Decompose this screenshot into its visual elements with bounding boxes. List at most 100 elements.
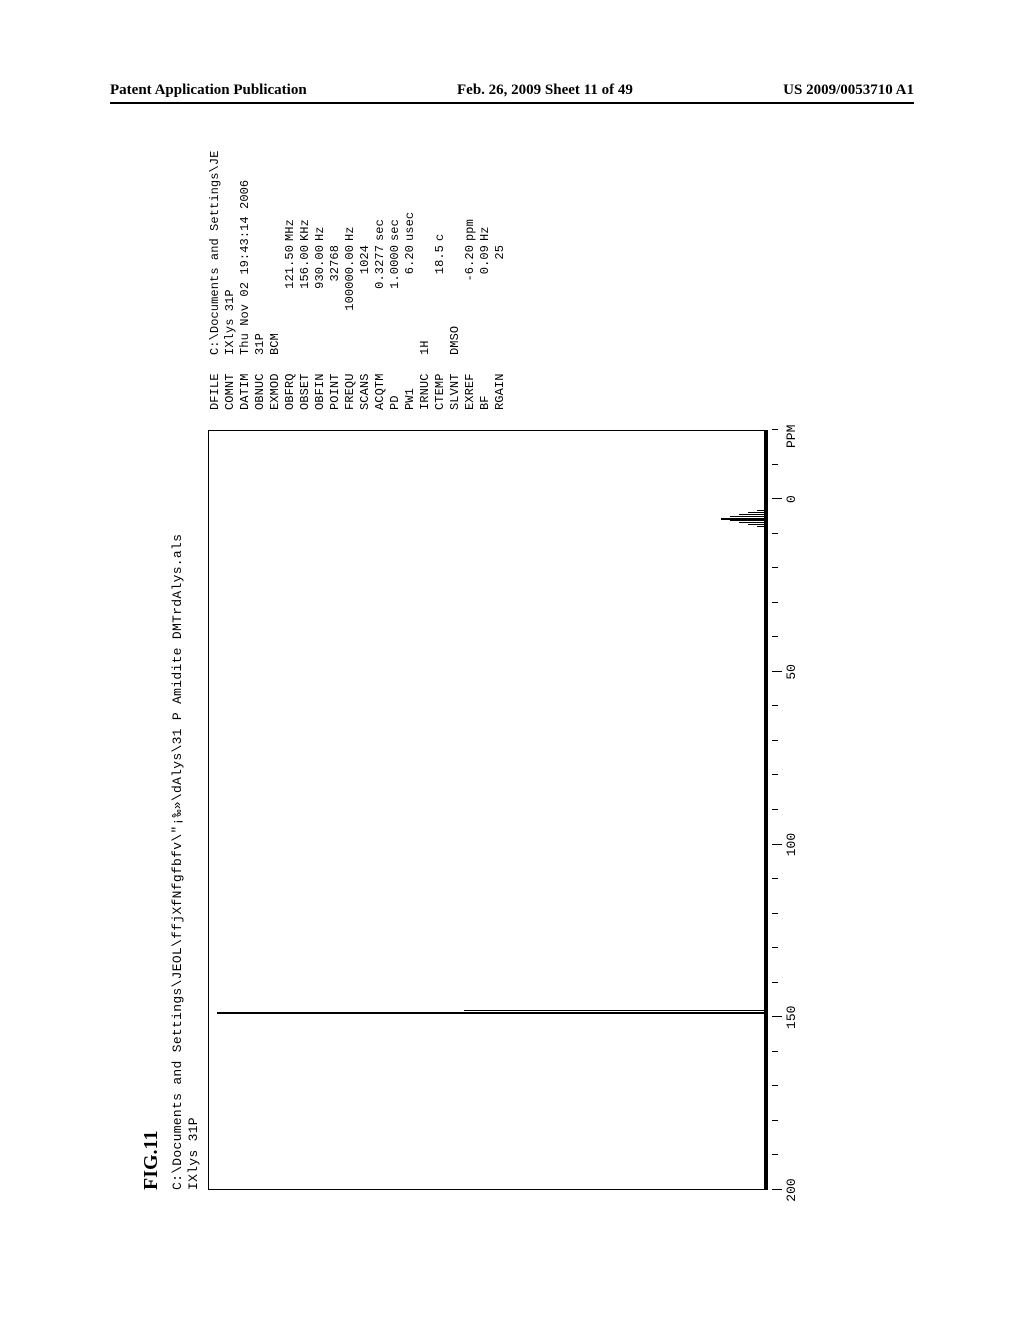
figure-label: FIG.11 <box>140 1131 163 1190</box>
axis-tick-minor <box>772 602 778 603</box>
param-row: SCANS1024 <box>358 185 373 410</box>
param-value: 930.00 <box>313 245 328 355</box>
axis-tick-minor <box>772 464 778 465</box>
axis-tick-label: 50 <box>784 664 799 680</box>
param-row: DFILEC:\Documents and Settings\JE <box>208 185 223 410</box>
axis-unit-label: PPM <box>784 425 799 448</box>
acquisition-parameters: DFILEC:\Documents and Settings\JECOMNTIX… <box>208 185 508 410</box>
param-key: OBNUC <box>253 355 268 410</box>
param-unit: ppm <box>463 205 478 245</box>
param-row: OBFIN930.00Hz <box>313 185 328 410</box>
param-key: COMNT <box>223 355 238 410</box>
axis-tick-minor <box>772 1120 778 1121</box>
axis-tick-minor <box>772 1085 778 1086</box>
param-row: OBFRQ121.50MHz <box>283 185 298 410</box>
header-rule <box>110 102 914 104</box>
param-row: PW16.20usec <box>403 185 418 410</box>
spectrum-peak <box>748 512 766 513</box>
spectrum-peak <box>730 520 766 521</box>
spectrum-baseline <box>764 431 766 1189</box>
axis-tick-minor <box>772 913 778 914</box>
header-right: US 2009/0053710 A1 <box>783 82 914 99</box>
param-value: C:\Documents and Settings\JE <box>208 185 223 355</box>
param-row: EXMODBCM <box>268 185 283 410</box>
param-key: ACQTM <box>373 355 388 410</box>
spectrum-peak <box>748 524 766 525</box>
axis-tick <box>772 1189 782 1190</box>
spectrum-peak <box>757 510 766 511</box>
axis-tick <box>772 1016 782 1017</box>
axis-tick-minor <box>772 982 778 983</box>
param-key: IRNUC <box>418 355 433 410</box>
param-unit: sec <box>373 205 388 245</box>
x-axis: PPM 200150100500 <box>772 430 812 1190</box>
param-key: OBSET <box>298 355 313 410</box>
file-path-2: IXlys 31P <box>186 1117 201 1190</box>
param-key: DATIM <box>238 355 253 410</box>
spectrum-peak <box>739 514 766 515</box>
param-row: FREQU100000.00Hz <box>343 185 358 410</box>
param-row: DATIMThu Nov 02 19:43:14 2006 <box>238 185 253 410</box>
header-center: Feb. 26, 2009 Sheet 11 of 49 <box>457 82 633 99</box>
param-unit: Hz <box>343 205 358 245</box>
param-key: EXMOD <box>268 355 283 410</box>
axis-tick-minor <box>772 878 778 879</box>
param-value: 1H <box>418 185 433 355</box>
param-key: BF <box>478 355 493 410</box>
param-unit <box>358 205 373 245</box>
spectrum-peak <box>757 526 766 527</box>
param-value: 25 <box>493 245 508 355</box>
axis-tick <box>772 844 782 845</box>
axis-tick-minor <box>772 740 778 741</box>
spectrum-plot <box>208 430 768 1190</box>
param-value: 1.0000 <box>388 245 403 355</box>
param-unit <box>493 205 508 245</box>
param-value: 31P <box>253 185 268 355</box>
axis-tick-label: 150 <box>784 1006 799 1029</box>
param-row: ACQTM0.3277sec <box>373 185 388 410</box>
spectrum-peak <box>217 1012 766 1014</box>
axis-tick-minor <box>772 429 778 430</box>
param-value: 1024 <box>358 245 373 355</box>
axis-tick <box>772 671 782 672</box>
file-path: C:\Documents and Settings\JEOL\ffjXfNfgf… <box>170 534 185 1190</box>
param-row: COMNTIXlys 31P <box>223 185 238 410</box>
param-row: CTEMP18.5c <box>433 185 448 410</box>
param-key: DFILE <box>208 355 223 410</box>
param-value: DMSO <box>448 185 463 355</box>
param-unit: Hz <box>313 205 328 245</box>
axis-tick-minor <box>772 1051 778 1052</box>
spectrum-peak <box>721 518 766 519</box>
param-unit: KHz <box>298 205 313 245</box>
axis-tick <box>772 498 782 499</box>
param-value: 0.09 <box>478 245 493 355</box>
header-left: Patent Application Publication <box>110 82 307 99</box>
param-row: SLVNTDMSO <box>448 185 463 410</box>
spectrum-peak <box>739 522 766 523</box>
axis-tick-label: 0 <box>784 495 799 503</box>
param-unit: MHz <box>283 205 298 245</box>
param-key: RGAIN <box>493 355 508 410</box>
param-value: 156.00 <box>298 245 313 355</box>
param-value: 32768 <box>328 245 343 355</box>
param-unit: sec <box>388 205 403 245</box>
param-key: OBFRQ <box>283 355 298 410</box>
figure-container: FIG.11 C:\Documents and Settings\JEOL\ff… <box>140 175 830 1190</box>
param-value: Thu Nov 02 19:43:14 2006 <box>238 185 253 355</box>
nmr-figure: FIG.11 C:\Documents and Settings\JEOL\ff… <box>140 175 830 1190</box>
param-unit <box>328 205 343 245</box>
param-row: IRNUC1H <box>418 185 433 410</box>
param-unit: usec <box>403 205 418 245</box>
param-key: SLVNT <box>448 355 463 410</box>
axis-tick-label: 200 <box>784 1178 799 1201</box>
param-row: PD1.0000sec <box>388 185 403 410</box>
param-key: CTEMP <box>433 355 448 410</box>
axis-tick-minor <box>772 809 778 810</box>
param-row: POINT32768 <box>328 185 343 410</box>
axis-tick-label: 100 <box>784 833 799 856</box>
axis-tick-minor <box>772 947 778 948</box>
param-row: RGAIN25 <box>493 185 508 410</box>
param-key: POINT <box>328 355 343 410</box>
param-key: OBFIN <box>313 355 328 410</box>
axis-tick-minor <box>772 636 778 637</box>
